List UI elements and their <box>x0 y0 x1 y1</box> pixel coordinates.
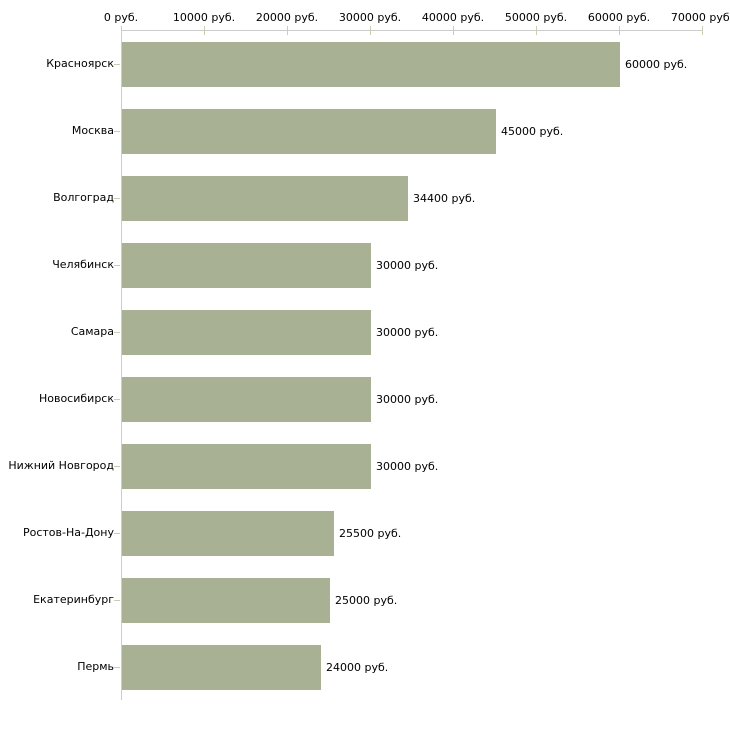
category-label: Ростов-На-Дону <box>22 526 114 539</box>
bar-8 <box>122 511 334 556</box>
plot-area: 60000 руб. 45000 руб. 34400 руб. 30000 руб.… <box>121 30 703 700</box>
category-label: Челябинск <box>52 258 114 271</box>
category-label: Волгоград <box>53 191 114 204</box>
category-tick-mark <box>114 198 120 199</box>
bar-row: 25000 руб. <box>122 567 703 634</box>
category-tick-mark <box>114 667 120 668</box>
x-axis-tick-label: 10000 руб. <box>172 11 236 24</box>
bar-row: 30000 руб. <box>122 366 703 433</box>
category-tick-mark <box>114 533 120 534</box>
value-label: 30000 руб. <box>376 460 439 473</box>
x-axis-tick-label: 40000 руб. <box>421 11 485 24</box>
bar-row: 24000 руб. <box>122 634 703 701</box>
bar-1 <box>122 42 620 87</box>
value-label: 30000 руб. <box>376 326 439 339</box>
bar-row: 25500 руб. <box>122 500 703 567</box>
value-label: 60000 руб. <box>625 58 688 71</box>
x-axis-tick-label: 0 руб. <box>103 11 139 24</box>
category-label: Красноярск <box>46 57 114 70</box>
category-tick-mark <box>114 131 120 132</box>
bar-7 <box>122 444 371 489</box>
x-axis-tick-label: 50000 руб. <box>504 11 568 24</box>
value-label: 30000 руб. <box>376 393 439 406</box>
bar-4 <box>122 243 371 288</box>
bar-2 <box>122 109 496 154</box>
bar-row: 30000 руб. <box>122 232 703 299</box>
value-label: 25000 руб. <box>335 594 398 607</box>
bar-6 <box>122 377 371 422</box>
bar-row: 30000 руб. <box>122 433 703 500</box>
category-tick-mark <box>114 265 120 266</box>
value-label: 45000 руб. <box>501 125 564 138</box>
x-axis-tick-label: 70000 руб. <box>670 11 730 24</box>
bar-10 <box>122 645 321 690</box>
value-label: 34400 руб. <box>413 192 476 205</box>
category-label: Новосибирск <box>38 392 114 405</box>
category-tick-mark <box>114 399 120 400</box>
bar-row: 45000 руб. <box>122 98 703 165</box>
bar-row: 30000 руб. <box>122 299 703 366</box>
category-label: Екатеринбург <box>33 593 114 606</box>
category-tick-mark <box>114 64 120 65</box>
category-label: Нижний Новгород <box>8 459 114 472</box>
bar-3 <box>122 176 408 221</box>
x-axis-tick-label: 20000 руб. <box>255 11 319 24</box>
category-label: Пермь <box>77 660 114 673</box>
value-label: 30000 руб. <box>376 259 439 272</box>
category-label: Самара <box>70 325 114 338</box>
bar-9 <box>122 578 330 623</box>
value-label: 24000 руб. <box>326 661 389 674</box>
category-tick-mark <box>114 332 120 333</box>
category-tick-mark <box>114 600 120 601</box>
x-axis-tick-label: 60000 руб. <box>587 11 651 24</box>
category-label: Москва <box>71 124 114 137</box>
value-label: 25500 руб. <box>339 527 402 540</box>
bar-row: 34400 руб. <box>122 165 703 232</box>
x-axis-tick-label: 30000 руб. <box>338 11 402 24</box>
bar-row: 60000 руб. <box>122 31 703 98</box>
bar-5 <box>122 310 371 355</box>
category-tick-mark <box>114 466 120 467</box>
